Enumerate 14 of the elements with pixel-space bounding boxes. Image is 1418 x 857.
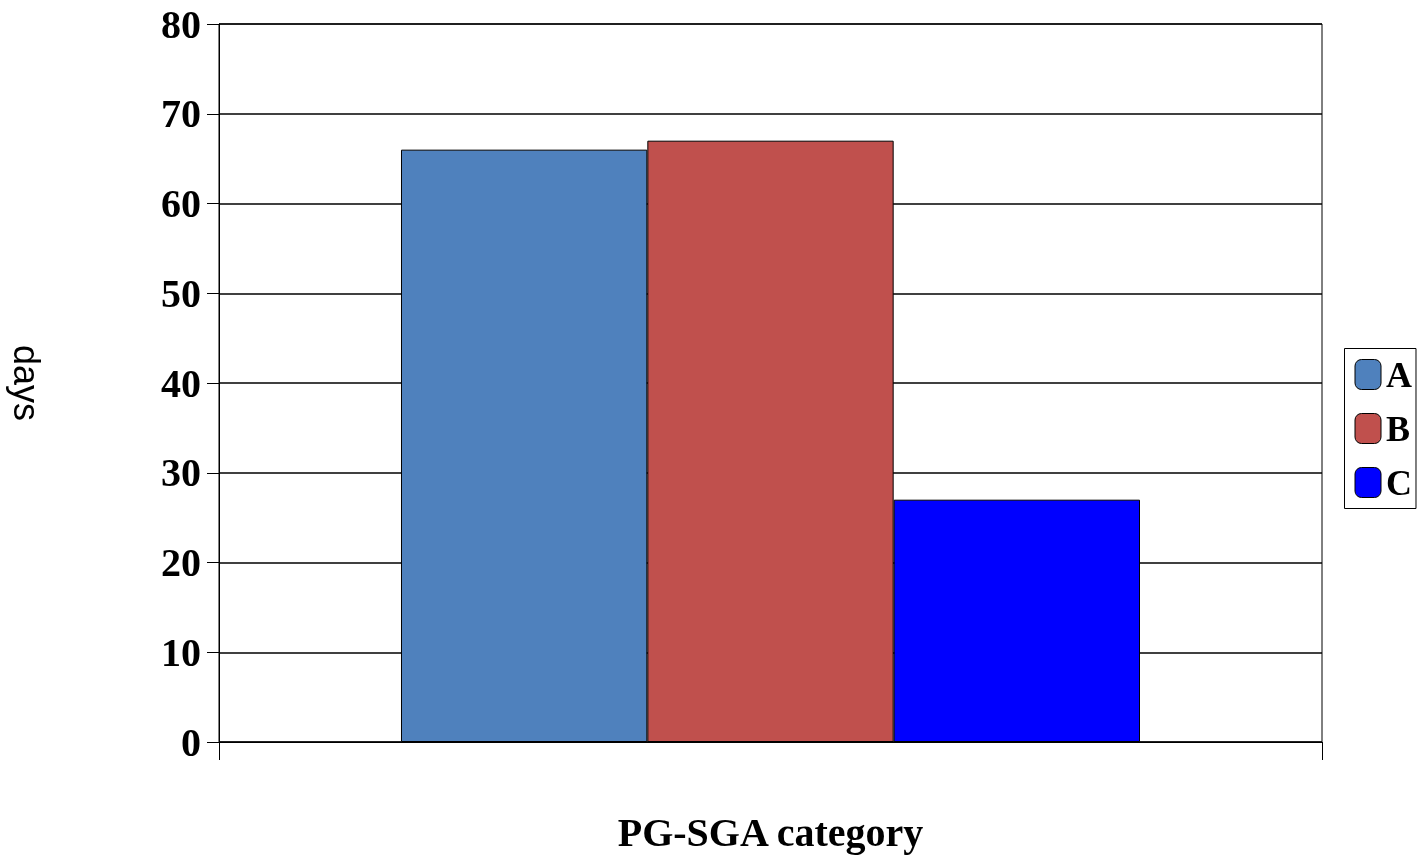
y-tick-label: 20: [161, 540, 201, 585]
y-tick-label: 40: [161, 360, 201, 406]
y-tick-label: 60: [161, 181, 201, 226]
y-tick-label: 10: [161, 629, 201, 675]
y-tick-label: 0: [181, 719, 201, 765]
legend-label: B: [1386, 408, 1411, 449]
legend-label: A: [1386, 354, 1412, 395]
x-axis-title: PG-SGA category: [617, 809, 924, 855]
y-tick-label: 50: [161, 270, 201, 316]
y-axis-title: days: [5, 344, 47, 422]
legend-label: C: [1386, 462, 1412, 503]
y-tick-label: 70: [161, 91, 201, 137]
y-tick-label: 80: [161, 1, 201, 47]
y-tick-label: 30: [161, 450, 201, 496]
